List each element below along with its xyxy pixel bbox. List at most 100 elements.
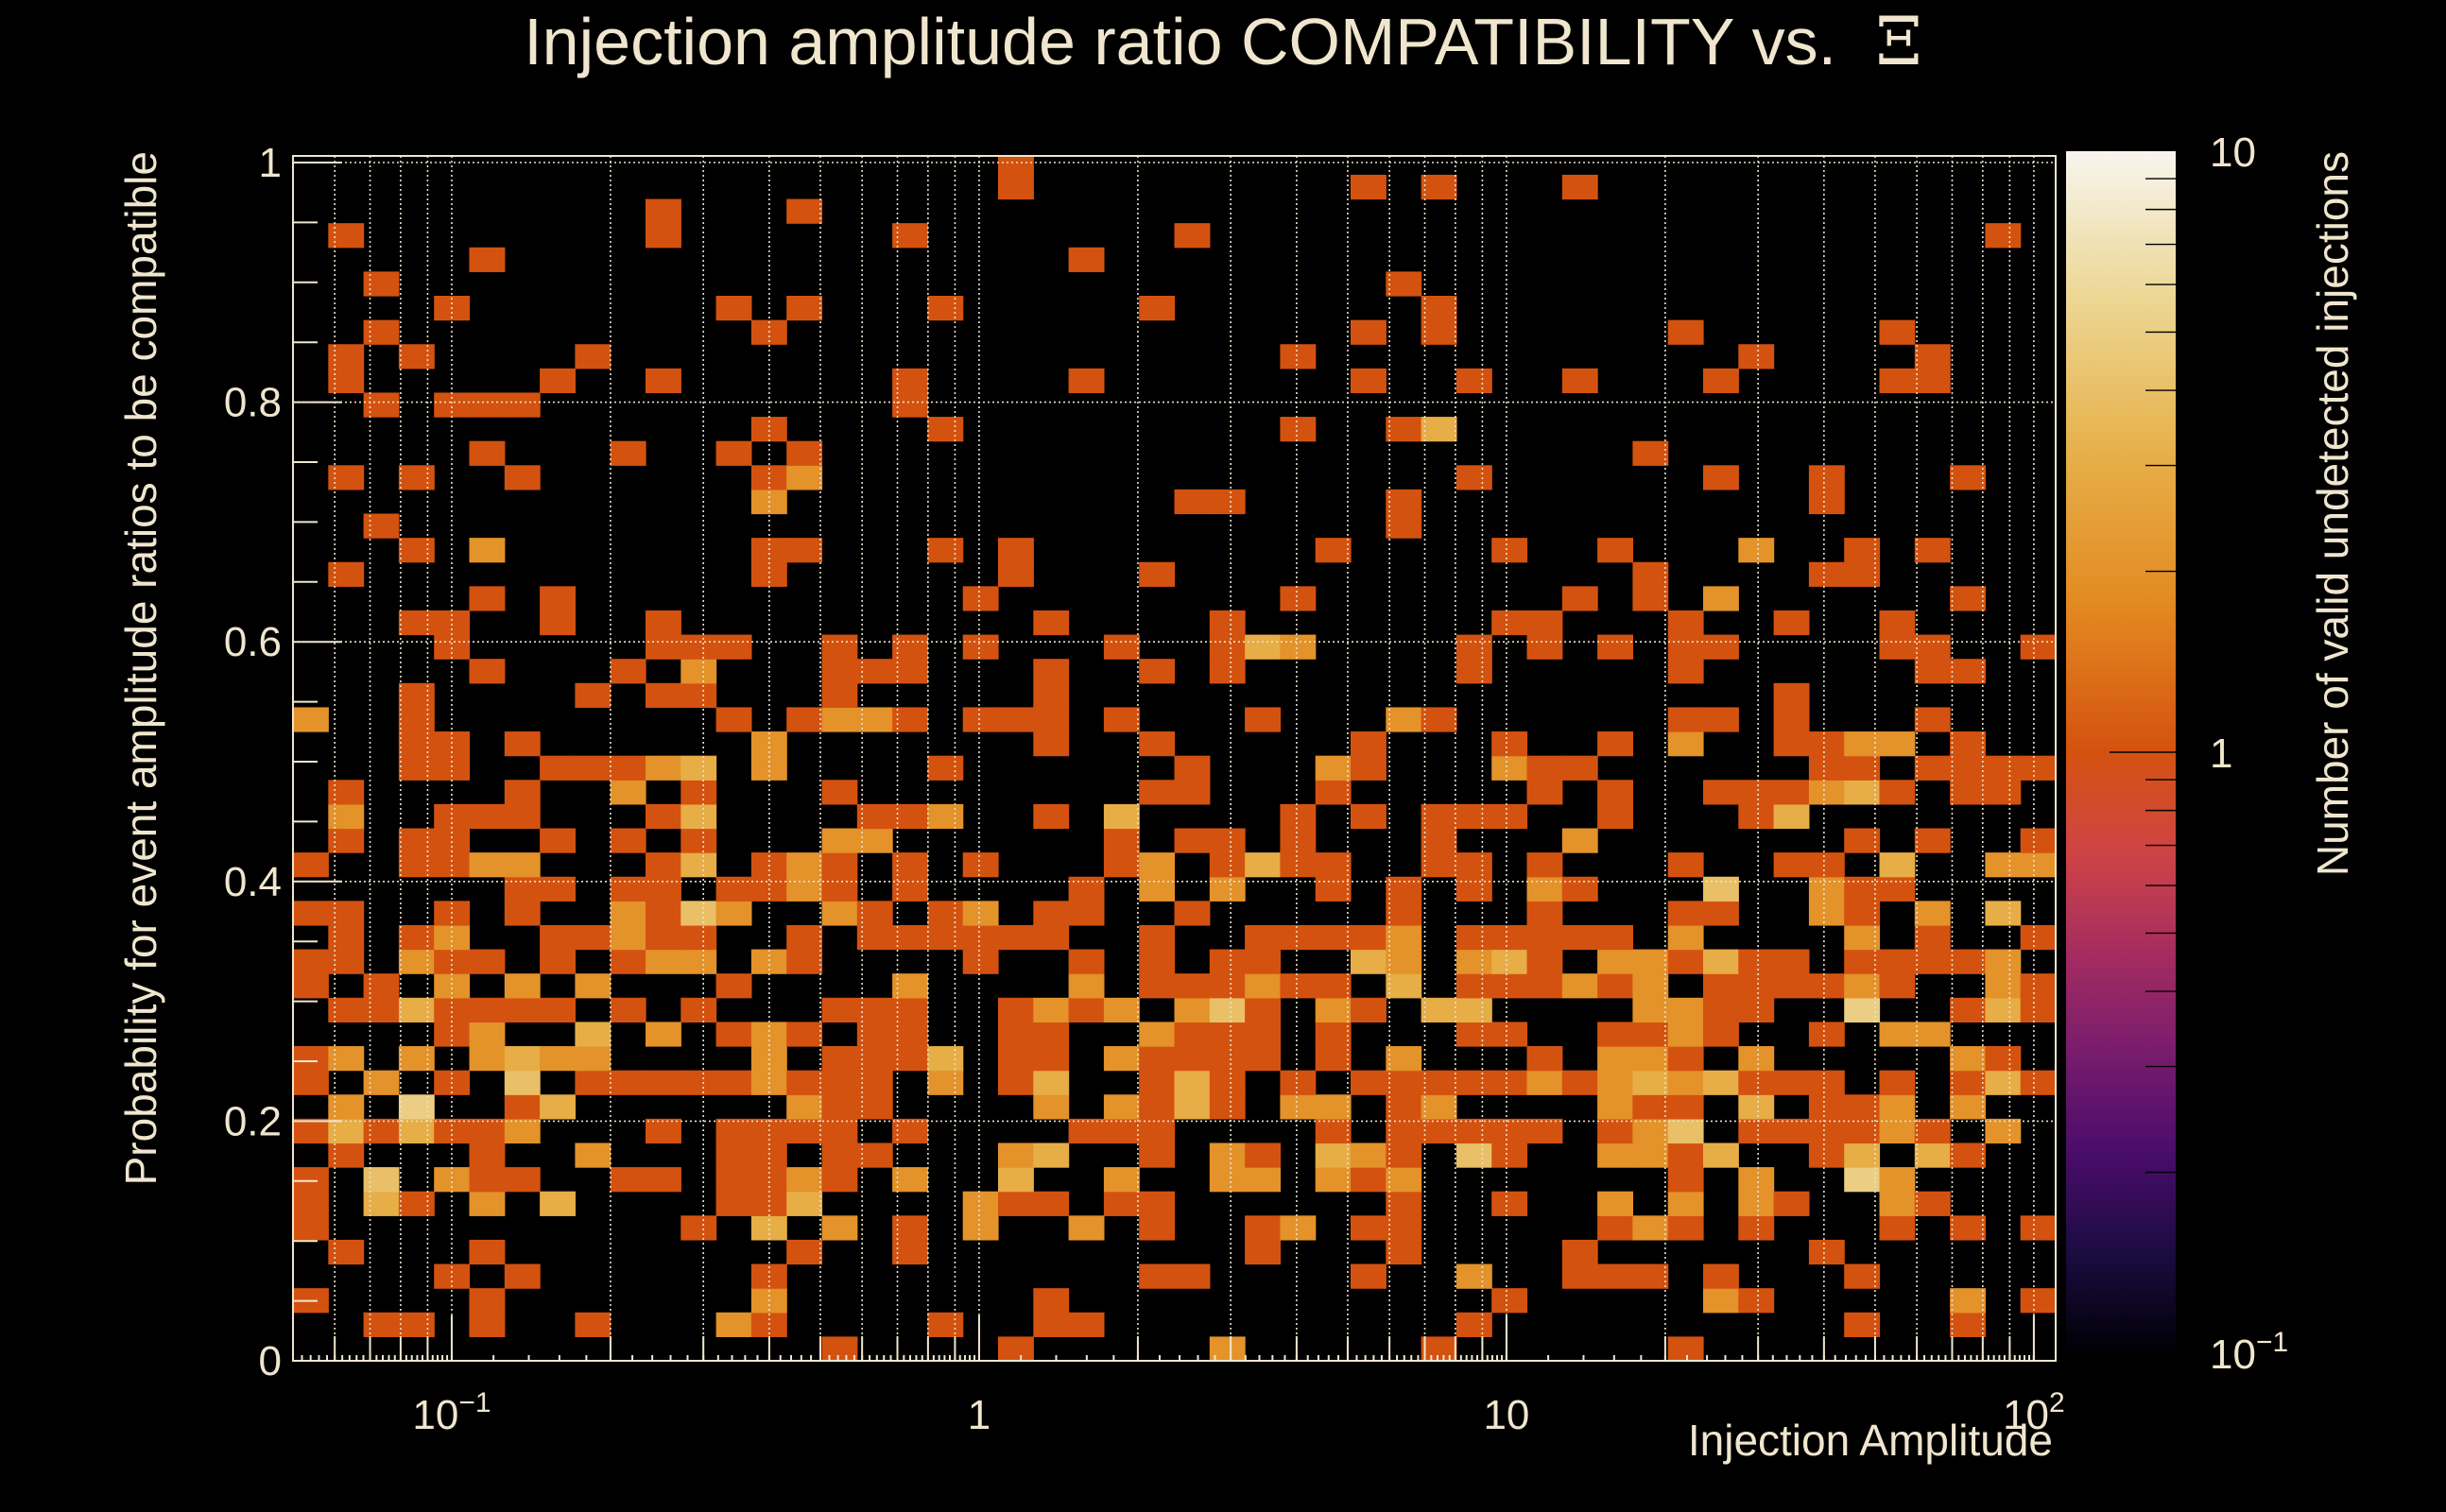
heatmap-cell (1667, 1046, 1704, 1072)
heatmap-cell (1491, 803, 1528, 830)
heatmap-cell (398, 924, 435, 951)
heatmap-cell (1703, 1288, 1739, 1314)
heatmap-cell (504, 392, 541, 418)
heatmap-cell (1773, 780, 1810, 805)
heatmap-cell (1808, 780, 1845, 805)
heatmap-cell (1950, 1143, 1986, 1168)
heatmap-cell (646, 682, 681, 709)
heatmap-cell (1879, 1191, 1916, 1216)
heatmap-cell (680, 659, 717, 684)
heatmap-cell (1139, 852, 1176, 878)
heatmap-cell (1773, 949, 1810, 974)
heatmap-cell (610, 755, 646, 781)
heatmap-cell (1174, 901, 1211, 926)
heatmap-cell (1985, 973, 2022, 999)
heatmap-cell (610, 876, 646, 902)
heatmap-cell (821, 1167, 858, 1193)
heatmap-cell (1209, 659, 1246, 684)
heatmap-cell (1315, 852, 1352, 878)
heatmap-cell (540, 997, 576, 1023)
y-tick-label: 0 (259, 1338, 282, 1384)
heatmap-cell (1667, 1070, 1704, 1095)
heatmap-cell (1879, 973, 1916, 999)
heatmap-cell (1421, 174, 1457, 200)
heatmap-cell (1844, 949, 1881, 974)
heatmap-cell (1174, 973, 1211, 999)
heatmap-cell (2020, 634, 2057, 660)
heatmap-cell (786, 538, 823, 563)
heatmap-cell (363, 1312, 400, 1337)
heatmap-cell (1209, 876, 1246, 902)
heatmap-cell (1280, 852, 1317, 878)
heatmap-cell (1561, 755, 1598, 781)
heatmap-cell (398, 1118, 435, 1144)
heatmap-cell (1526, 1070, 1563, 1095)
heatmap-cell (821, 707, 858, 732)
heatmap-cell (1914, 755, 1951, 781)
colorbar-tick-label-base: 10 (2210, 129, 2256, 176)
heatmap-cell (1985, 997, 2022, 1023)
heatmap-cell (1245, 973, 1281, 999)
heatmap-cell (328, 1046, 365, 1072)
colorbar-tick-label-exponent: −1 (2256, 1327, 2288, 1358)
heatmap-cell (998, 174, 1034, 200)
heatmap-cell (1421, 828, 1457, 853)
heatmap-cell (1844, 924, 1881, 951)
heatmap-cell (1386, 271, 1422, 297)
heatmap-cell (398, 1046, 435, 1072)
heatmap-cell (680, 924, 717, 951)
heatmap-cell (1386, 1118, 1422, 1144)
heatmap-cell (1773, 1070, 1810, 1095)
heatmap-cell (646, 852, 681, 878)
heatmap-cell (504, 876, 541, 902)
heatmap-cell (1950, 659, 1986, 684)
heatmap-cell (646, 223, 681, 249)
heatmap-cell (715, 901, 752, 926)
x-tick-label-base: 10 (2003, 1392, 2049, 1438)
y-tick-label: 0.6 (224, 619, 282, 665)
heatmap-cell (998, 997, 1034, 1023)
heatmap-cell (1351, 731, 1387, 757)
heatmap-cell (1914, 949, 1951, 974)
heatmap-cell (680, 949, 717, 974)
heatmap-cell (1245, 949, 1281, 974)
heatmap-cell (962, 901, 999, 926)
heatmap-cell (1526, 1046, 1563, 1072)
heatmap-cell (962, 707, 999, 732)
heatmap-cell (786, 296, 823, 321)
heatmap-cell (1950, 1288, 1986, 1314)
heatmap-cell (1386, 1191, 1422, 1216)
heatmap-cell (1667, 852, 1704, 878)
heatmap-cell (1738, 1070, 1775, 1095)
heatmap-cell (1280, 1094, 1317, 1120)
heatmap-cell (856, 1070, 893, 1095)
colorbar-tick-label: 10 (2210, 129, 2256, 176)
heatmap-cell (1209, 1022, 1246, 1047)
heatmap-cell (2020, 924, 2057, 951)
heatmap-cell (1315, 876, 1352, 902)
heatmap-cell (575, 1046, 612, 1072)
heatmap-cell (680, 780, 717, 805)
heatmap-cell (1914, 1143, 1951, 1168)
heatmap-cell (1844, 1143, 1881, 1168)
heatmap-cell (1632, 440, 1669, 466)
heatmap-cell (1703, 1263, 1739, 1289)
heatmap-cell (1597, 634, 1633, 660)
heatmap-cell (1914, 828, 1951, 853)
heatmap-cell (646, 368, 681, 394)
heatmap-cell (1950, 1094, 1986, 1120)
heatmap-cell (1667, 634, 1704, 660)
heatmap-cell (715, 1022, 752, 1047)
heatmap-cell (1280, 1215, 1317, 1241)
heatmap-cell (1491, 973, 1528, 999)
heatmap-cell (1351, 803, 1387, 830)
heatmap-cell (715, 634, 752, 660)
heatmap-cell (1033, 901, 1070, 926)
heatmap-cell (715, 876, 752, 902)
heatmap-cell (398, 610, 435, 636)
heatmap-cell (434, 392, 471, 418)
heatmap-cell (1209, 973, 1246, 999)
heatmap-cell (1315, 997, 1352, 1023)
heatmap-cell (1174, 1070, 1211, 1095)
heatmap-cell (1914, 707, 1951, 732)
